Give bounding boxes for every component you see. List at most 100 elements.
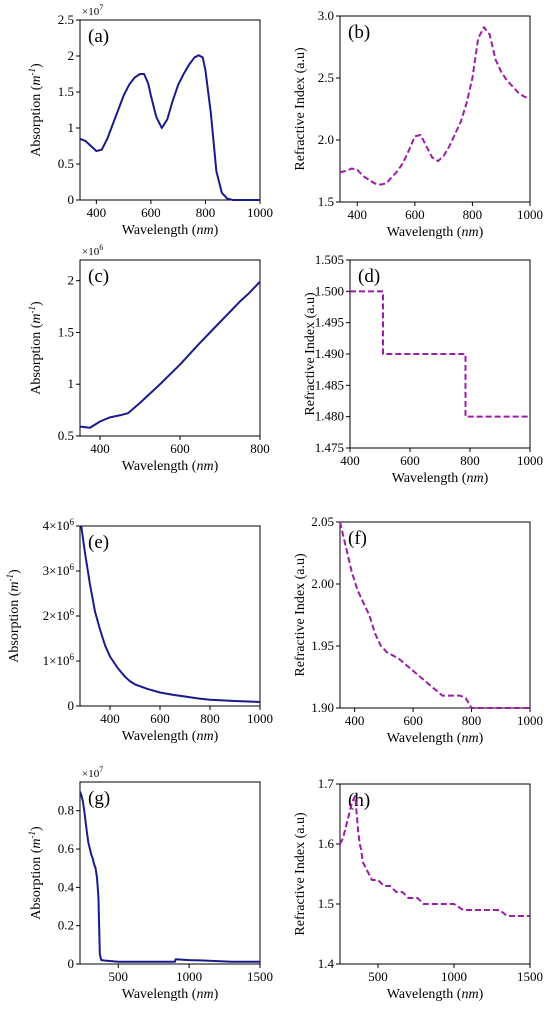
x-tick-label: 1000 <box>247 205 273 220</box>
axis-multiplier: ×106 <box>82 243 103 258</box>
panel-label: (h) <box>348 790 370 811</box>
y-tick-label: 0.8 <box>58 803 74 818</box>
y-axis-label: Absorption (m-1) <box>27 301 44 395</box>
plot-frame <box>79 781 261 965</box>
x-tick-label: 1500 <box>247 969 273 984</box>
y-tick-label: 1.5 <box>318 896 334 911</box>
y-tick-label: 0.4 <box>58 879 75 894</box>
x-axis-label: Wavelength (nm) <box>122 729 219 744</box>
y-axis-label: Refractive Index (a.u) <box>293 553 308 677</box>
y-tick-label: 2.5 <box>318 70 334 85</box>
x-tick-label: 800 <box>460 453 480 468</box>
x-axis-label: Wavelength (nm) <box>122 459 219 474</box>
y-tick-label: 2 <box>68 48 75 63</box>
panel-label: (c) <box>88 266 109 287</box>
x-axis-label: Wavelength (nm) <box>122 987 219 1002</box>
x-tick-label: 800 <box>250 441 270 456</box>
y-tick-label: 2.5 <box>58 12 74 27</box>
y-tick-label: 1×106 <box>43 652 75 668</box>
plot-frame <box>349 259 531 449</box>
y-tick-label: 0.5 <box>58 428 74 443</box>
panel-label: (e) <box>88 532 109 553</box>
x-tick-label: 400 <box>340 453 360 468</box>
y-axis-label: Refractive Index (a.u) <box>303 292 318 416</box>
panel-f: 400 600 800 1000 1.90 1.95 2.00 2.05 Wavelength … <box>293 514 543 746</box>
y-tick-label: 1.490 <box>315 346 344 361</box>
plot-frame <box>79 259 261 437</box>
y-tick-label: 1.505 <box>315 252 344 267</box>
y-axis-label: Absorption (m-1) <box>27 63 44 157</box>
refractive-index-line <box>350 290 530 418</box>
x-axis-label: Wavelength (nm) <box>387 731 484 746</box>
y-axis-label: Absorption (m-1) <box>27 826 44 920</box>
x-axis-label: Wavelength (nm) <box>122 223 219 238</box>
panel-label: (d) <box>358 266 380 287</box>
y-tick-label: 1.7 <box>318 776 335 791</box>
x-tick-label: 1000 <box>247 711 273 726</box>
y-tick-label: 2.05 <box>311 514 334 529</box>
x-tick-label: 400 <box>100 711 120 726</box>
y-tick-label: 2.00 <box>311 576 334 591</box>
y-tick-label: 1.4 <box>318 956 335 971</box>
y-tick-label: 1.495 <box>315 315 344 330</box>
panel-b: 400 600 800 1000 1.5 2.0 2.5 3.0 Wavelength (nm)… <box>293 8 543 240</box>
y-tick-label: 1.90 <box>311 700 334 715</box>
x-tick-label: 1000 <box>517 453 543 468</box>
plot-frame <box>339 521 531 709</box>
x-tick-label: 400 <box>345 713 365 728</box>
x-tick-label: 500 <box>368 969 388 984</box>
absorption-line <box>79 791 260 963</box>
y-tick-label: 1.475 <box>315 440 344 455</box>
x-tick-label: 600 <box>170 441 190 456</box>
panel-h: 500 1000 1500 1.4 1.5 1.6 1.7 Wavelength (nm) Re… <box>293 776 543 1002</box>
y-tick-label: 1.480 <box>315 409 344 424</box>
x-tick-label: 500 <box>109 969 129 984</box>
absorption-line <box>79 54 260 201</box>
y-tick-label: 1.6 <box>318 836 335 851</box>
plot-frame <box>339 15 531 203</box>
x-tick-label: 400 <box>87 205 107 220</box>
x-tick-label: 800 <box>196 205 216 220</box>
x-tick-label: 600 <box>150 711 170 726</box>
x-tick-label: 600 <box>141 205 161 220</box>
absorption-line <box>80 525 261 703</box>
panel-e: 400 600 800 1000 0 1×106 2×106 3×106 4×106 Wavele… <box>5 517 273 744</box>
y-tick-label: 0 <box>68 698 75 713</box>
x-axis-label: Wavelength (nm) <box>392 471 489 486</box>
panel-label: (b) <box>348 22 370 43</box>
y-tick-label: 1.5 <box>58 84 74 99</box>
refractive-index-line <box>339 26 531 186</box>
y-tick-label: 1 <box>68 120 75 135</box>
y-tick-label: 1.5 <box>58 324 74 339</box>
plot-frame <box>79 525 261 707</box>
x-tick-label: 1000 <box>517 713 543 728</box>
x-tick-label: 600 <box>403 713 423 728</box>
x-axis-label: Wavelength (nm) <box>387 225 484 240</box>
panel-g: 500 1000 1500 0 0.2 0.4 0.6 0.8 ×107 Wavelength (… <box>27 765 273 1002</box>
panel-label: (g) <box>88 788 110 809</box>
y-tick-label: 3×106 <box>43 562 75 578</box>
y-tick-label: 0.2 <box>58 918 74 933</box>
x-tick-label: 400 <box>90 441 110 456</box>
y-tick-label: 2×106 <box>43 607 75 623</box>
axis-multiplier: ×107 <box>82 3 103 18</box>
x-tick-label: 1000 <box>176 969 202 984</box>
y-tick-label: 1.5 <box>318 194 334 209</box>
refractive-index-line <box>339 521 530 709</box>
x-tick-label: 1500 <box>517 969 543 984</box>
panel-c: 400 600 800 0.5 1 1.5 2 ×106 Wavelength (nm) Abso… <box>27 243 270 474</box>
x-tick-label: 600 <box>405 207 425 222</box>
x-axis-label: Wavelength (nm) <box>387 987 484 1002</box>
y-tick-label: 1.95 <box>311 638 334 653</box>
y-tick-label: 0.5 <box>58 156 74 171</box>
y-axis-label: Refractive Index (a.u) <box>293 47 308 171</box>
y-tick-label: 0.6 <box>58 841 75 856</box>
panel-label: (a) <box>88 26 109 47</box>
plot-frame <box>79 19 261 201</box>
y-axis-label: Refractive Index (a.u) <box>293 812 308 936</box>
y-tick-label: 1 <box>68 376 75 391</box>
panel-label: (f) <box>348 528 367 549</box>
y-tick-label: 1.500 <box>315 283 344 298</box>
panel-a: 400 600 800 1000 0 0.5 1 1.5 2 2.5 ×107 Wavelength … <box>27 3 273 238</box>
